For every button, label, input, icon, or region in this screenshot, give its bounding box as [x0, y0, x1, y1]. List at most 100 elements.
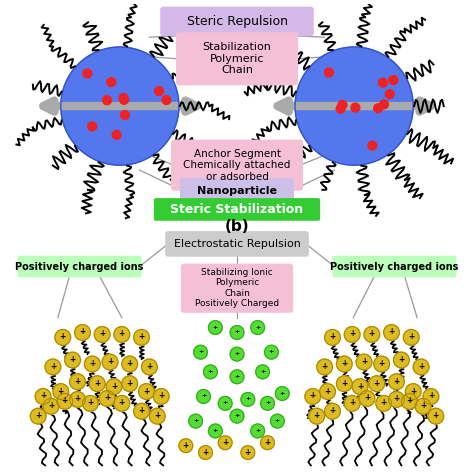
Text: +: + [324, 387, 331, 395]
Text: +: + [118, 398, 125, 407]
Circle shape [74, 325, 91, 340]
Circle shape [325, 68, 333, 77]
Text: +: + [349, 398, 356, 407]
Circle shape [102, 96, 111, 105]
FancyBboxPatch shape [180, 178, 294, 203]
Circle shape [134, 329, 149, 345]
Text: +: + [418, 362, 424, 371]
Circle shape [189, 414, 202, 428]
Circle shape [317, 359, 332, 375]
Text: +: + [433, 411, 439, 420]
Circle shape [255, 365, 270, 379]
Text: +: + [255, 325, 260, 329]
Text: +: + [329, 332, 336, 341]
Text: +: + [341, 379, 347, 388]
Circle shape [351, 103, 360, 112]
Circle shape [337, 356, 352, 372]
Text: +: + [202, 447, 209, 456]
Circle shape [336, 104, 345, 113]
Circle shape [142, 359, 157, 375]
Circle shape [275, 387, 289, 401]
Circle shape [344, 327, 360, 342]
Text: +: + [223, 401, 228, 405]
Text: +: + [213, 325, 218, 329]
Text: +: + [58, 387, 64, 395]
Circle shape [88, 122, 97, 131]
Circle shape [230, 326, 244, 339]
Text: +: + [143, 387, 150, 395]
Circle shape [83, 69, 92, 78]
Text: +: + [245, 447, 251, 456]
Circle shape [230, 370, 244, 383]
Text: +: + [89, 359, 95, 368]
Text: Nanoparticle: Nanoparticle [197, 186, 277, 196]
Text: +: + [234, 329, 240, 335]
Circle shape [380, 100, 389, 109]
Circle shape [305, 389, 321, 404]
Circle shape [325, 403, 340, 419]
Text: +: + [393, 394, 400, 403]
Circle shape [261, 436, 274, 450]
Circle shape [374, 104, 383, 113]
Text: +: + [198, 349, 203, 354]
Circle shape [120, 110, 129, 119]
Text: Positively charged ions: Positively charged ions [15, 262, 144, 272]
Text: Steric Stabilization: Steric Stabilization [171, 203, 303, 216]
Circle shape [374, 356, 390, 372]
FancyBboxPatch shape [171, 139, 303, 191]
Text: +: + [357, 382, 363, 391]
Text: +: + [398, 355, 404, 364]
Text: Stabilization
Polymeric
Chain: Stabilization Polymeric Chain [202, 42, 272, 75]
Circle shape [415, 399, 431, 414]
Text: +: + [329, 406, 336, 415]
Circle shape [264, 345, 278, 359]
Circle shape [61, 47, 179, 165]
Text: +: + [275, 418, 280, 423]
Text: Steric Repulsion: Steric Repulsion [186, 15, 288, 28]
Circle shape [209, 321, 222, 335]
Circle shape [405, 383, 421, 400]
Text: +: + [79, 328, 86, 337]
Circle shape [122, 356, 137, 372]
Text: +: + [374, 379, 380, 388]
FancyBboxPatch shape [154, 198, 320, 221]
Text: +: + [234, 413, 240, 418]
Circle shape [114, 395, 130, 411]
Text: +: + [138, 332, 145, 341]
Circle shape [55, 329, 71, 345]
Circle shape [30, 408, 46, 424]
Circle shape [82, 395, 98, 411]
FancyBboxPatch shape [181, 264, 293, 313]
Circle shape [155, 87, 164, 96]
Circle shape [90, 376, 105, 392]
Circle shape [230, 409, 244, 423]
Text: +: + [280, 391, 285, 395]
Circle shape [134, 403, 149, 419]
Text: +: + [193, 418, 198, 423]
Text: +: + [349, 329, 356, 338]
Text: +: + [245, 396, 250, 401]
Text: +: + [364, 393, 370, 402]
Circle shape [251, 321, 264, 335]
FancyBboxPatch shape [165, 231, 309, 257]
Text: +: + [158, 392, 164, 401]
Circle shape [122, 376, 137, 392]
Text: +: + [321, 362, 328, 371]
Circle shape [107, 78, 116, 87]
Text: +: + [50, 362, 56, 371]
Text: +: + [40, 392, 46, 401]
Text: (b): (b) [225, 219, 249, 234]
Circle shape [119, 95, 128, 104]
Text: Electrostatic Repulsion: Electrostatic Repulsion [173, 239, 301, 249]
Text: +: + [127, 359, 133, 368]
Text: +: + [388, 328, 395, 337]
Text: +: + [208, 369, 213, 374]
Circle shape [241, 446, 255, 459]
Circle shape [84, 356, 100, 372]
Circle shape [369, 376, 384, 392]
Circle shape [393, 352, 409, 368]
Text: +: + [94, 379, 100, 388]
Text: +: + [111, 382, 117, 391]
Circle shape [325, 329, 340, 345]
FancyBboxPatch shape [160, 7, 314, 36]
